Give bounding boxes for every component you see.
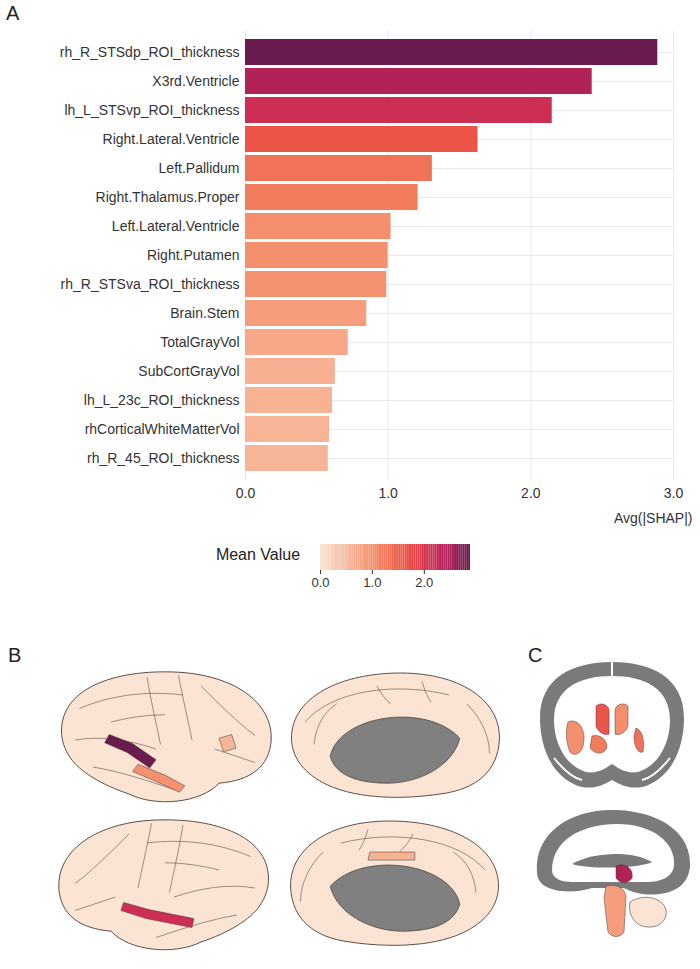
svg-text:1.0: 1.0 [363,575,381,590]
svg-text:SubCortGrayVol: SubCortGrayVol [138,363,239,379]
svg-text:Left.Lateral.Ventricle: Left.Lateral.Ventricle [112,218,240,234]
svg-text:Avg(|SHAP|): Avg(|SHAP|) [614,510,693,526]
svg-text:Right.Lateral.Ventricle: Right.Lateral.Ventricle [103,131,240,147]
svg-text:Right.Thalamus.Proper: Right.Thalamus.Proper [96,189,240,205]
svg-text:rh_R_STSdp_ROI_thickness: rh_R_STSdp_ROI_thickness [60,44,240,60]
svg-text:0.0: 0.0 [312,575,330,590]
svg-text:X3rd.Ventricle: X3rd.Ventricle [152,73,239,89]
svg-text:rh_R_45_ROI_thickness: rh_R_45_ROI_thickness [87,450,240,466]
svg-text:TotalGrayVol: TotalGrayVol [160,334,239,350]
svg-text:Right.Putamen: Right.Putamen [147,247,240,263]
svg-text:Left.Pallidum: Left.Pallidum [159,160,240,176]
svg-text:B: B [8,644,21,666]
svg-text:2.0: 2.0 [415,575,433,590]
svg-text:lh_L_23c_ROI_thickness: lh_L_23c_ROI_thickness [84,392,240,408]
svg-text:rhCorticalWhiteMatterVol: rhCorticalWhiteMatterVol [85,421,240,437]
svg-text:1.0: 1.0 [378,485,398,501]
html-text:A: A [6,2,20,24]
svg-text:Brain.Stem: Brain.Stem [170,305,239,321]
html-text:Mean Value: Mean Value [215,546,301,563]
svg-text:rh_R_STSva_ROI_thickness: rh_R_STSva_ROI_thickness [61,276,240,292]
svg-text:0.0: 0.0 [236,485,256,501]
svg-text:C: C [528,644,542,666]
svg-text:lh_L_STSvp_ROI_thickness: lh_L_STSvp_ROI_thickness [64,102,239,118]
svg-text:2.0: 2.0 [521,485,541,501]
svg-text:3.0: 3.0 [664,485,684,501]
